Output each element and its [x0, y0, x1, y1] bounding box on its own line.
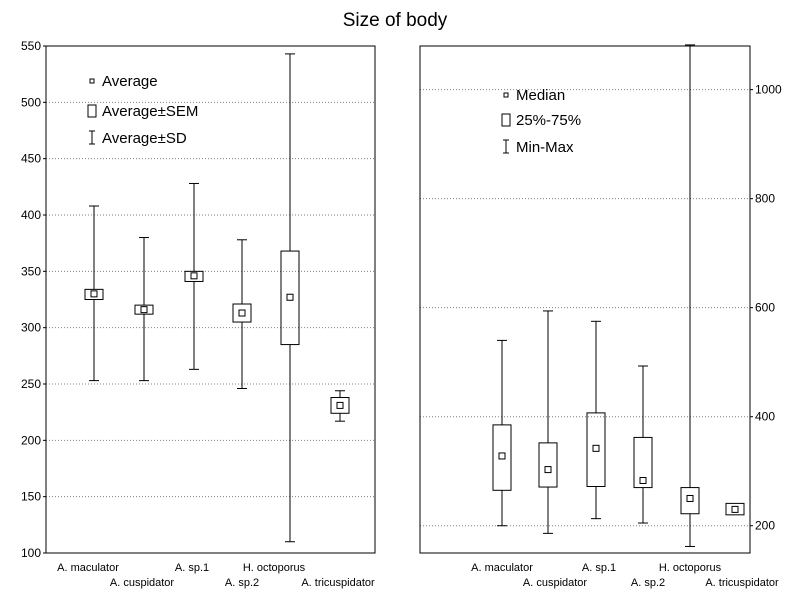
y-tick-label-450: 450: [21, 152, 41, 166]
box-h-octoporus: [680, 44, 700, 547]
legend: Median 25%-75% Min-Max: [501, 87, 581, 156]
category-label-h-octoporus: H. octoporus: [659, 562, 722, 574]
legend-label-3: Min-Max: [516, 139, 574, 156]
y-tick-label-200: 200: [755, 519, 775, 533]
box-rect: [232, 303, 252, 323]
legend-label-2: 25%-75%: [516, 112, 581, 129]
y-tick-label-200: 200: [21, 433, 41, 447]
legend-center-icon: [89, 78, 95, 84]
box-rect: [538, 442, 558, 488]
center-marker: [592, 444, 600, 452]
box-a-sp-1: [184, 182, 204, 370]
box-rect: [633, 436, 653, 489]
y-tick-label-600: 600: [755, 301, 775, 315]
box-a-sp-2: [232, 239, 252, 390]
box-rect: [280, 250, 300, 346]
category-label-a-sp-2: A. sp.2: [225, 577, 259, 589]
category-label-a-maculator: A. maculator: [57, 562, 119, 574]
legend: Average Average±SEM Average±SD: [87, 73, 198, 147]
y-tick-label-800: 800: [755, 192, 775, 206]
center-marker: [731, 505, 739, 513]
chart-title: Size of body: [343, 10, 448, 31]
box-rect: [586, 412, 606, 487]
box-a-sp-1: [586, 320, 606, 520]
category-label-a-sp-2: A. sp.2: [631, 577, 665, 589]
box-a-maculator: [492, 339, 512, 527]
box-a-cuspidator: [538, 310, 558, 534]
legend-center-icon: [503, 92, 509, 98]
center-marker: [238, 309, 246, 317]
category-label-a-cuspidator: A. cuspidator: [523, 577, 588, 589]
y-tick-label-150: 150: [21, 490, 41, 504]
box-a-sp-2: [633, 365, 653, 524]
plot-frame: [45, 45, 376, 554]
box-a-tricuspidator: [725, 502, 745, 516]
y-tick-label-350: 350: [21, 264, 41, 278]
y-tick-label-550: 550: [21, 39, 41, 53]
y-tick-label-250: 250: [21, 377, 41, 391]
box-rect: [725, 502, 745, 516]
box-rect: [330, 397, 350, 414]
category-label-a-tricuspidator: A. tricuspidator: [705, 577, 779, 589]
box-rect: [134, 304, 154, 315]
y-tick-label-400: 400: [21, 208, 41, 222]
center-marker: [190, 272, 198, 280]
box-h-octoporus: [280, 53, 300, 543]
center-marker: [544, 466, 552, 474]
legend-label-1: Average: [102, 73, 158, 90]
center-marker: [639, 476, 647, 484]
box-a-maculator: [84, 205, 104, 382]
y-tick-label-100: 100: [21, 546, 41, 560]
legend-label-3: Average±SD: [102, 130, 187, 147]
box-rect: [492, 424, 512, 491]
box-a-cuspidator: [134, 237, 154, 382]
category-label-h-octoporus: H. octoporus: [243, 562, 306, 574]
center-marker: [336, 401, 344, 409]
legend-label-1: Median: [516, 87, 565, 104]
y-tick-label-500: 500: [21, 95, 41, 109]
box-rect: [84, 288, 104, 300]
y-tick-label-1000: 1000: [755, 83, 782, 97]
right-panel: 200 400 600 800 1000 A. maculator A. cuspidato…: [419, 44, 782, 589]
category-label-a-cuspidator: A. cuspidator: [110, 577, 175, 589]
category-label-a-sp-1: A. sp.1: [582, 562, 616, 574]
center-marker: [498, 452, 506, 460]
plot-frame: [419, 45, 751, 554]
center-marker: [90, 290, 98, 298]
legend-label-2: Average±SEM: [102, 103, 198, 120]
center-marker: [686, 494, 694, 502]
category-label-a-sp-1: A. sp.1: [175, 562, 209, 574]
category-label-a-maculator: A. maculator: [471, 562, 533, 574]
left-panel: 100 150 200 250 300 350 400 450 500 550 A. maculat…: [21, 39, 376, 589]
legend-box-icon: [87, 104, 97, 118]
y-tick-label-400: 400: [755, 410, 775, 424]
center-marker: [140, 306, 148, 314]
center-marker: [286, 293, 294, 301]
category-label-a-tricuspidator: A. tricuspidator: [301, 577, 375, 589]
box-a-tricuspidator: [330, 390, 350, 422]
y-tick-label-300: 300: [21, 321, 41, 335]
box-rect: [680, 487, 700, 515]
legend-box-icon: [501, 113, 511, 127]
box-rect: [184, 270, 204, 282]
